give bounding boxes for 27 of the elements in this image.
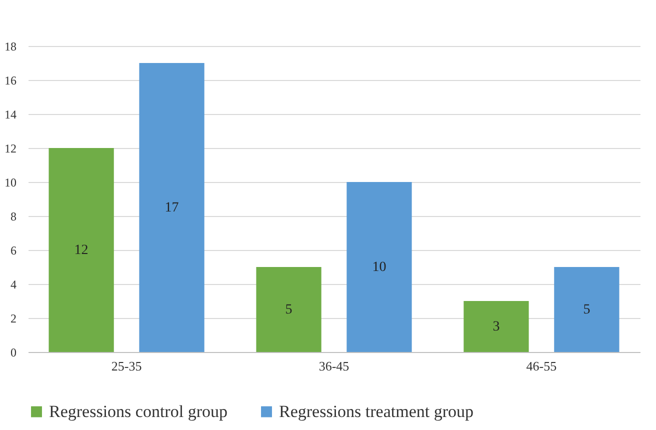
y-tick-label: 6 (10, 244, 16, 258)
data-label: 12 (74, 243, 88, 258)
bar (346, 182, 412, 352)
bar (464, 301, 529, 352)
y-tick-label: 4 (10, 278, 16, 292)
legend-label: Regressions control group (49, 402, 228, 421)
y-tick-label: 18 (4, 40, 16, 54)
data-label: 17 (164, 200, 179, 216)
y-tick-label: 16 (4, 74, 16, 88)
x-tick-label: 46-55 (526, 358, 557, 374)
bar (139, 63, 204, 352)
data-label: 10 (372, 260, 386, 275)
x-tick-label: 25-35 (111, 358, 142, 374)
data-label: 5 (285, 302, 292, 318)
y-tick-label: 10 (4, 176, 16, 190)
y-tick-label: 0 (10, 346, 16, 360)
legend-label: Regressions treatment group (279, 402, 474, 421)
x-tick-label: 36-45 (318, 358, 350, 374)
data-label: 5 (583, 302, 590, 318)
y-tick-label: 14 (4, 108, 16, 122)
data-label: 3 (492, 320, 500, 334)
bar (554, 267, 620, 352)
y-tick-label: 2 (10, 312, 16, 326)
bar (256, 267, 322, 352)
y-tick-label: 8 (10, 210, 16, 224)
y-tick-label: 12 (4, 142, 16, 156)
bar (48, 148, 114, 352)
